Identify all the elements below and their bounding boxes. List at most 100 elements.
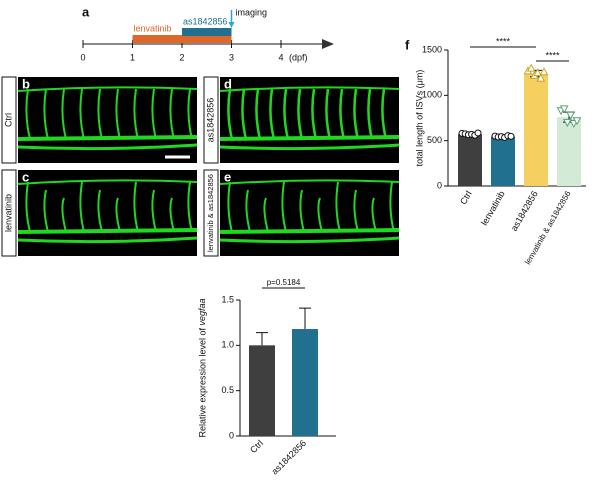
image-label: lenvatinib	[3, 194, 13, 232]
isv	[133, 88, 139, 140]
isv	[151, 88, 157, 140]
panel-label: f	[405, 37, 410, 52]
isv	[115, 88, 121, 140]
y-tick-label: 1.5	[221, 294, 234, 304]
x-tick-label: as1842856	[509, 189, 540, 233]
timeline-tick-label: 2	[179, 52, 184, 62]
axial-vessel	[17, 135, 198, 141]
vessels	[17, 179, 198, 244]
dorsal-vessel	[219, 179, 400, 185]
x-tick-label: as1842856	[270, 438, 309, 477]
data-point	[539, 67, 549, 76]
vessels	[17, 86, 198, 151]
isv	[43, 189, 49, 233]
timeline-tick-label: 4	[278, 52, 283, 62]
isv	[371, 197, 377, 233]
isv	[311, 88, 318, 140]
y-tick-label: 1500	[422, 44, 442, 54]
significance-label: ****	[496, 36, 511, 46]
x-tick-label: Ctrl	[248, 438, 265, 455]
dorsal-vessel	[17, 86, 198, 92]
significance-label: p=0.5184	[267, 278, 301, 287]
event-label: imaging	[236, 7, 268, 17]
isv	[97, 189, 103, 233]
y-tick-label: 1000	[422, 90, 442, 100]
isv	[325, 88, 332, 140]
y-axis-label: Relative expression level of vegfaa	[197, 298, 207, 437]
panel-label: b	[22, 76, 30, 91]
dorsal-vessel	[17, 179, 198, 185]
axial-vessel	[219, 236, 400, 244]
data-point	[507, 132, 515, 140]
vessels	[219, 86, 400, 151]
y-tick-label: 1.0	[221, 340, 234, 350]
isv	[115, 197, 121, 233]
isv	[255, 88, 262, 140]
isv	[79, 181, 85, 233]
timeline-unit: (dpf)	[289, 52, 308, 62]
isv	[169, 197, 175, 233]
data-point	[566, 111, 575, 120]
panel-label: d	[224, 76, 232, 91]
image-label: Ctrl	[3, 113, 13, 127]
panel-label: a	[82, 4, 90, 19]
axial-vessel	[17, 236, 198, 244]
bar	[491, 136, 515, 186]
isv	[353, 88, 360, 140]
bar	[458, 134, 482, 186]
isv	[269, 88, 276, 140]
isv	[25, 88, 31, 140]
timeline-arrow	[322, 39, 334, 49]
treatment-bar	[132, 35, 232, 43]
data-point	[474, 129, 482, 137]
event-arrow-head	[228, 22, 235, 28]
bar	[292, 329, 318, 436]
y-axis-label-italic: vegfaa	[197, 298, 207, 325]
panel-label: e	[224, 169, 231, 184]
x-tick-label: Ctrl	[458, 189, 474, 206]
axial-vessel	[219, 143, 400, 151]
y-tick-label: 0	[229, 430, 234, 440]
axial-vessel	[219, 135, 400, 141]
isv	[97, 88, 103, 140]
isv	[367, 88, 374, 140]
isv	[227, 88, 234, 140]
image-label-box	[1, 169, 17, 257]
isv	[339, 88, 346, 140]
data-point	[563, 119, 572, 128]
isv	[25, 181, 31, 233]
data-point	[559, 105, 569, 114]
data-point	[526, 63, 536, 72]
data-point	[533, 68, 542, 77]
isv	[61, 197, 67, 233]
isv	[187, 181, 193, 233]
significance-label: ****	[545, 50, 560, 60]
image-label-box	[1, 76, 17, 164]
y-axis-label: total length of ISVs (μm)	[414, 70, 424, 167]
isv	[79, 88, 85, 140]
isv	[335, 181, 341, 233]
bar	[524, 73, 548, 186]
isv	[245, 189, 251, 233]
data-point	[536, 73, 546, 82]
bar	[557, 117, 581, 186]
isv	[263, 197, 269, 233]
image-label: as1842856	[205, 98, 215, 143]
isv	[381, 88, 388, 140]
isv	[61, 88, 67, 140]
axial-vessel	[17, 228, 198, 234]
treatment-label: as1842856	[183, 16, 228, 26]
treatment-label: lenvatinib	[134, 23, 172, 33]
image-label: lenvatinib & as1842856	[206, 174, 215, 252]
y-tick-label: 0.5	[221, 385, 234, 395]
error-bar	[299, 307, 311, 330]
dorsal-vessel	[219, 86, 400, 92]
isv	[169, 88, 175, 140]
isv	[389, 181, 395, 233]
isv	[317, 197, 323, 233]
isv	[227, 181, 233, 233]
vessels	[219, 179, 400, 244]
image-label-box	[203, 76, 219, 164]
treatment-bar	[182, 28, 232, 36]
